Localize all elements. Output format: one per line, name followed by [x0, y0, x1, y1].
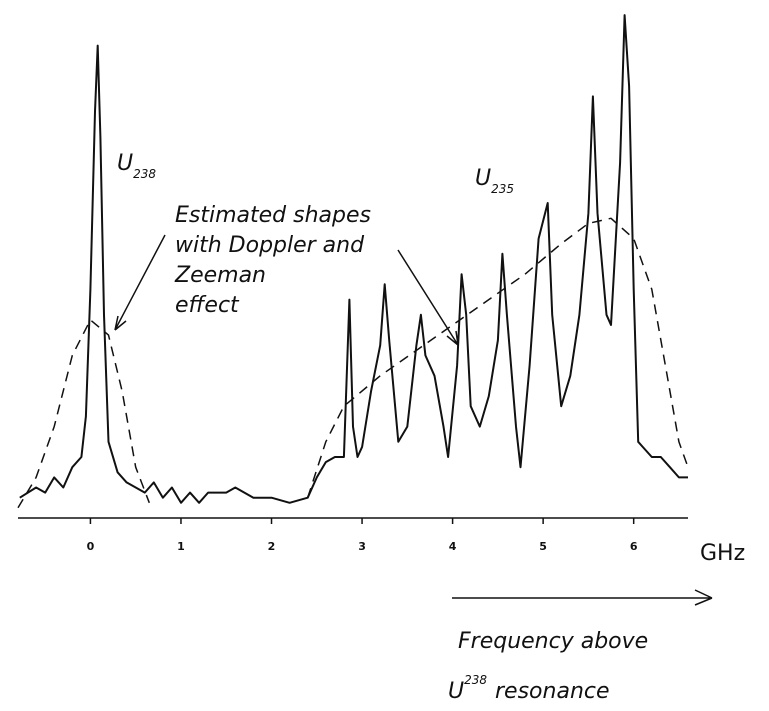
x-tick-label: 4: [449, 540, 457, 553]
u238-label: U238: [117, 151, 156, 181]
u235-label: U235: [475, 166, 514, 196]
u235-base: U: [475, 166, 491, 191]
u238-base: U: [117, 151, 133, 176]
x-tick-label: 2: [268, 540, 276, 553]
annotation-arrow: [397, 249, 459, 346]
x-axis-label: GHz: [700, 541, 745, 566]
x-tick-label: 0: [87, 540, 95, 553]
x-tick-label: 6: [630, 540, 638, 553]
estimated-line: Zeeman: [174, 263, 266, 288]
frequency-label: Frequency above: [458, 629, 648, 654]
u-base: U: [448, 679, 464, 704]
u235-sub: 235: [491, 182, 514, 196]
frequency-label: U238 resonance: [448, 673, 610, 704]
x-tick-label: 5: [539, 540, 547, 553]
u-sup: 238: [464, 673, 487, 687]
resonance-text: resonance: [495, 679, 610, 704]
estimated-line: with Doppler and: [175, 233, 365, 258]
estimated-curve: [17, 319, 151, 509]
x-tick-label: 1: [177, 540, 185, 553]
estimated-line: effect: [175, 293, 240, 318]
estimated-line: Estimated shapes: [175, 203, 371, 228]
estimated-curve: [306, 217, 689, 498]
u238-sub: 238: [133, 167, 156, 181]
annotation-arrow: [114, 234, 166, 331]
frequency-arrow: [452, 589, 713, 606]
x-tick-label: 3: [358, 540, 366, 553]
measured-curve: [19, 14, 688, 504]
